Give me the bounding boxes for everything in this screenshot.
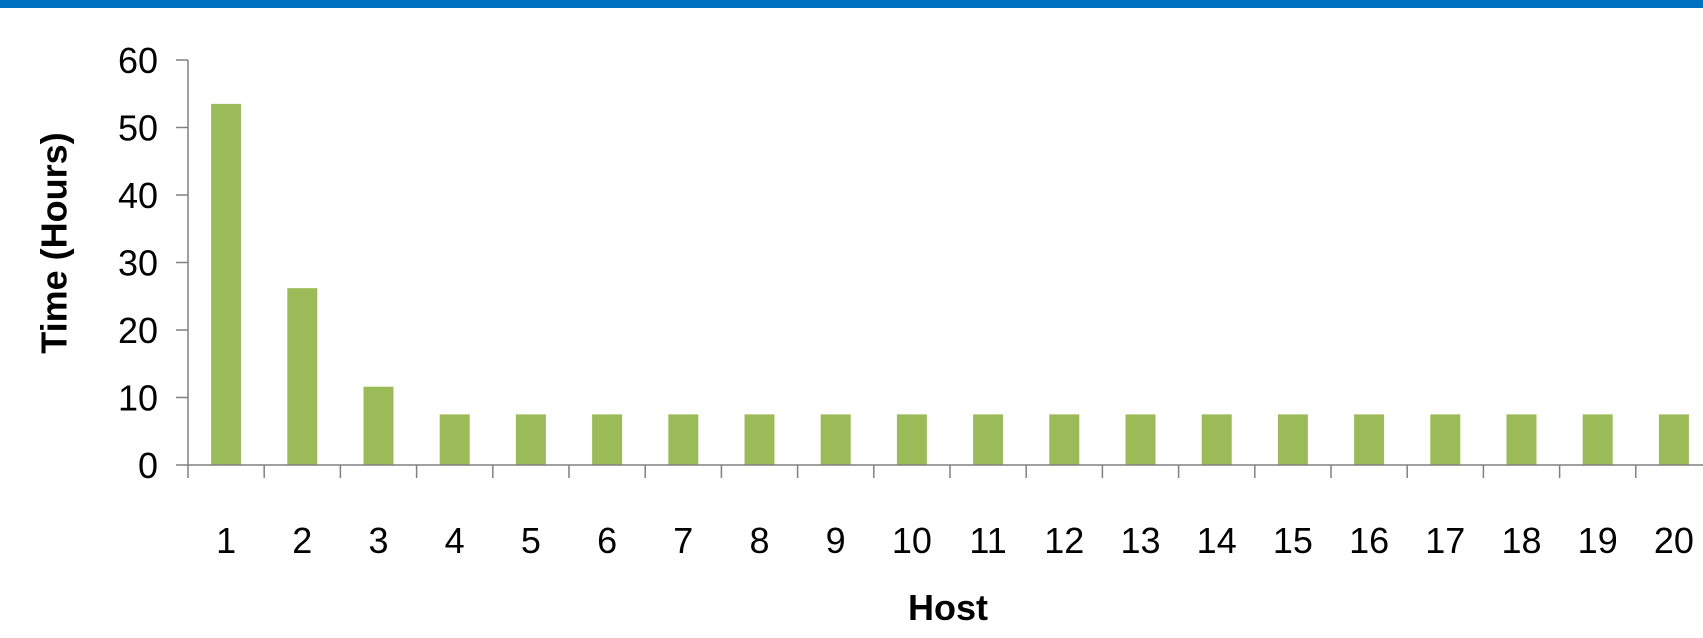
x-tick-label: 8 xyxy=(749,520,769,561)
x-tick-label: 17 xyxy=(1425,520,1465,561)
bar-host-16 xyxy=(1354,414,1385,465)
x-tick-label: 12 xyxy=(1044,520,1084,561)
x-tick-label: 10 xyxy=(892,520,932,561)
x-tick-label: 5 xyxy=(521,520,541,561)
bar-host-11 xyxy=(973,414,1004,465)
x-tick-label: 16 xyxy=(1349,520,1389,561)
x-axis-ticks: 1 2 3 4 5 6 7 8 9 10 11 12 13 14 15 16 17 18 19 20 xyxy=(187,465,1694,561)
y-axis-ticks: 0 10 20 30 40 50 60 xyxy=(118,40,188,486)
x-tick-label: 13 xyxy=(1120,520,1160,561)
bar-host-15 xyxy=(1277,414,1308,465)
x-tick-label: 9 xyxy=(826,520,846,561)
x-tick-label: 4 xyxy=(445,520,465,561)
x-tick-label: 14 xyxy=(1197,520,1237,561)
bar-host-6 xyxy=(592,414,623,465)
x-tick-label: 7 xyxy=(673,520,693,561)
x-tick-label: 2 xyxy=(292,520,312,561)
x-tick-label: 18 xyxy=(1501,520,1541,561)
y-tick-label: 50 xyxy=(118,108,158,149)
x-tick-label: 1 xyxy=(216,520,236,561)
x-tick-label: 6 xyxy=(597,520,617,561)
y-tick-label: 60 xyxy=(118,40,158,81)
bar-host-2 xyxy=(287,288,318,465)
bar-host-17 xyxy=(1430,414,1461,465)
bar-host-14 xyxy=(1201,414,1232,465)
x-tick-label: 3 xyxy=(368,520,388,561)
bar-host-12 xyxy=(1049,414,1080,465)
bar-host-9 xyxy=(820,414,851,465)
bar-host-18 xyxy=(1506,414,1537,465)
x-tick-label: 11 xyxy=(969,520,1006,561)
x-tick-label: 20 xyxy=(1654,520,1694,561)
y-tick-label: 10 xyxy=(118,378,158,419)
bar-host-20 xyxy=(1658,414,1689,465)
x-tick-label: 19 xyxy=(1578,520,1618,561)
y-tick-label: 30 xyxy=(118,243,158,284)
bar-host-19 xyxy=(1582,414,1613,465)
bar-host-3 xyxy=(363,386,394,465)
y-tick-label: 0 xyxy=(138,445,158,486)
x-tick-label: 15 xyxy=(1273,520,1313,561)
bar-host-8 xyxy=(744,414,775,465)
bar-host-1 xyxy=(211,103,242,465)
bar-host-5 xyxy=(515,414,546,465)
y-axis-title: Time (Hours) xyxy=(34,132,75,353)
y-tick-label: 40 xyxy=(118,175,158,216)
bars-group xyxy=(211,103,1689,465)
y-tick-label: 20 xyxy=(118,310,158,351)
bar-host-7 xyxy=(668,414,699,465)
bar-host-10 xyxy=(896,414,927,465)
x-axis-title: Host xyxy=(908,587,988,628)
top-accent-bar xyxy=(0,0,1703,8)
bar-host-4 xyxy=(439,414,470,465)
bar-host-13 xyxy=(1125,414,1156,465)
